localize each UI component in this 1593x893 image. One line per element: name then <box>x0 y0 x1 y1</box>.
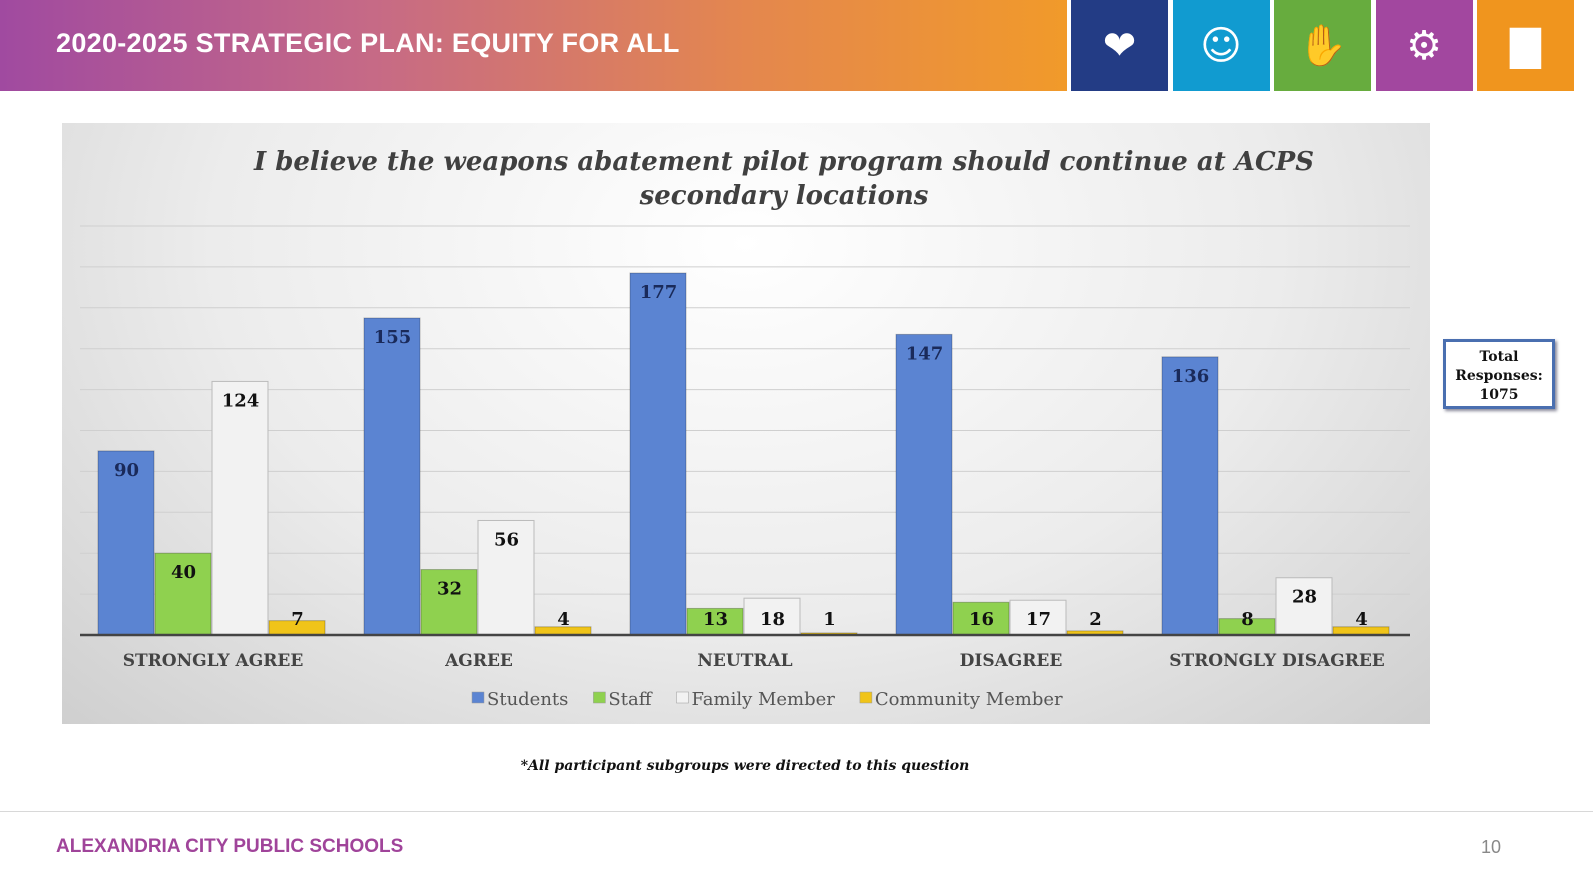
tile-4: ▇ <box>1477 0 1574 91</box>
tile-3: ⚙ <box>1375 0 1473 91</box>
data-label: 1 <box>823 609 836 630</box>
data-label: 177 <box>640 282 678 303</box>
bar-family-member <box>477 519 535 636</box>
data-label: 40 <box>171 562 196 583</box>
bar-staff <box>154 552 212 636</box>
legend-swatch <box>471 691 485 704</box>
data-label: 7 <box>291 609 304 630</box>
total-value: 1075 <box>1479 387 1519 403</box>
bar-staff <box>420 569 478 636</box>
chart-title: secondary locations <box>639 181 929 211</box>
bar-family-member <box>1009 599 1067 636</box>
data-label: 32 <box>437 579 462 600</box>
footer-divider <box>0 811 1593 812</box>
legend-entry: Staff <box>608 689 652 710</box>
total-label: Total <box>1479 349 1519 365</box>
bar-staff <box>686 607 744 636</box>
data-label: 136 <box>1172 366 1210 387</box>
tile-2: ✋ <box>1274 0 1371 91</box>
page-number: 10 <box>1481 837 1502 857</box>
bar-students <box>97 450 155 636</box>
data-label: 17 <box>1026 609 1051 630</box>
legend-swatch <box>859 691 873 704</box>
legend-entry: Community Member <box>875 689 1063 710</box>
x-tick-label: AGREE <box>444 651 513 671</box>
bar-family-member <box>211 380 269 636</box>
bar-students <box>895 333 953 636</box>
footer-organization: ALEXANDRIA CITY PUBLIC SCHOOLS <box>56 836 404 857</box>
x-tick-label: NEUTRAL <box>697 651 792 671</box>
bar-students <box>363 317 421 636</box>
bar-staff <box>952 601 1010 636</box>
data-label: 56 <box>494 529 519 550</box>
data-label: 16 <box>969 609 994 630</box>
growth-chart-icon: ▇ <box>1510 22 1541 69</box>
hands-holding-person-icon: ❤ <box>1102 22 1137 69</box>
data-label: 8 <box>1241 609 1254 630</box>
joined-hands-icon: ✋ <box>1297 23 1348 69</box>
total-responses-box: Total Responses: 1075 <box>1443 339 1555 409</box>
page-title: 2020-2025 STRATEGIC PLAN: EQUITY FOR ALL <box>56 28 680 58</box>
bar-students <box>629 272 687 636</box>
x-tick-label: DISAGREE <box>960 651 1063 671</box>
x-tick-label: STRONGLY AGREE <box>123 651 304 671</box>
bar-family-member <box>743 597 801 636</box>
footnote: *All participant subgroups were directed… <box>520 758 970 774</box>
data-label: 124 <box>222 390 260 411</box>
responses-label: Responses: <box>1455 368 1543 384</box>
tile-0: ❤ <box>1071 0 1168 91</box>
data-label: 155 <box>374 327 412 348</box>
chart-title: I believe the weapons abatement pilot pr… <box>253 147 1314 177</box>
legend-swatch <box>593 691 606 704</box>
lightbulb-gear-icon: ⚙ <box>1406 22 1442 69</box>
data-label: 2 <box>1089 609 1102 630</box>
header-banner: 2020-2025 STRATEGIC PLAN: EQUITY FOR ALL <box>0 0 1067 91</box>
legend-swatch <box>676 691 689 704</box>
tile-1: ☺ <box>1172 0 1270 91</box>
bar-students <box>1161 356 1219 636</box>
data-label: 90 <box>114 460 139 481</box>
legend-entry: Family Member <box>692 689 836 710</box>
data-label: 18 <box>760 609 785 630</box>
legend-entry: Students <box>487 689 568 710</box>
data-label: 4 <box>557 609 570 630</box>
people-heart-icon: ☺ <box>1200 22 1242 69</box>
data-label: 13 <box>703 609 728 630</box>
data-label: 4 <box>1355 609 1368 630</box>
x-tick-label: STRONGLY DISAGREE <box>1169 651 1385 671</box>
data-label: 28 <box>1292 587 1317 608</box>
data-label: 147 <box>906 343 944 364</box>
